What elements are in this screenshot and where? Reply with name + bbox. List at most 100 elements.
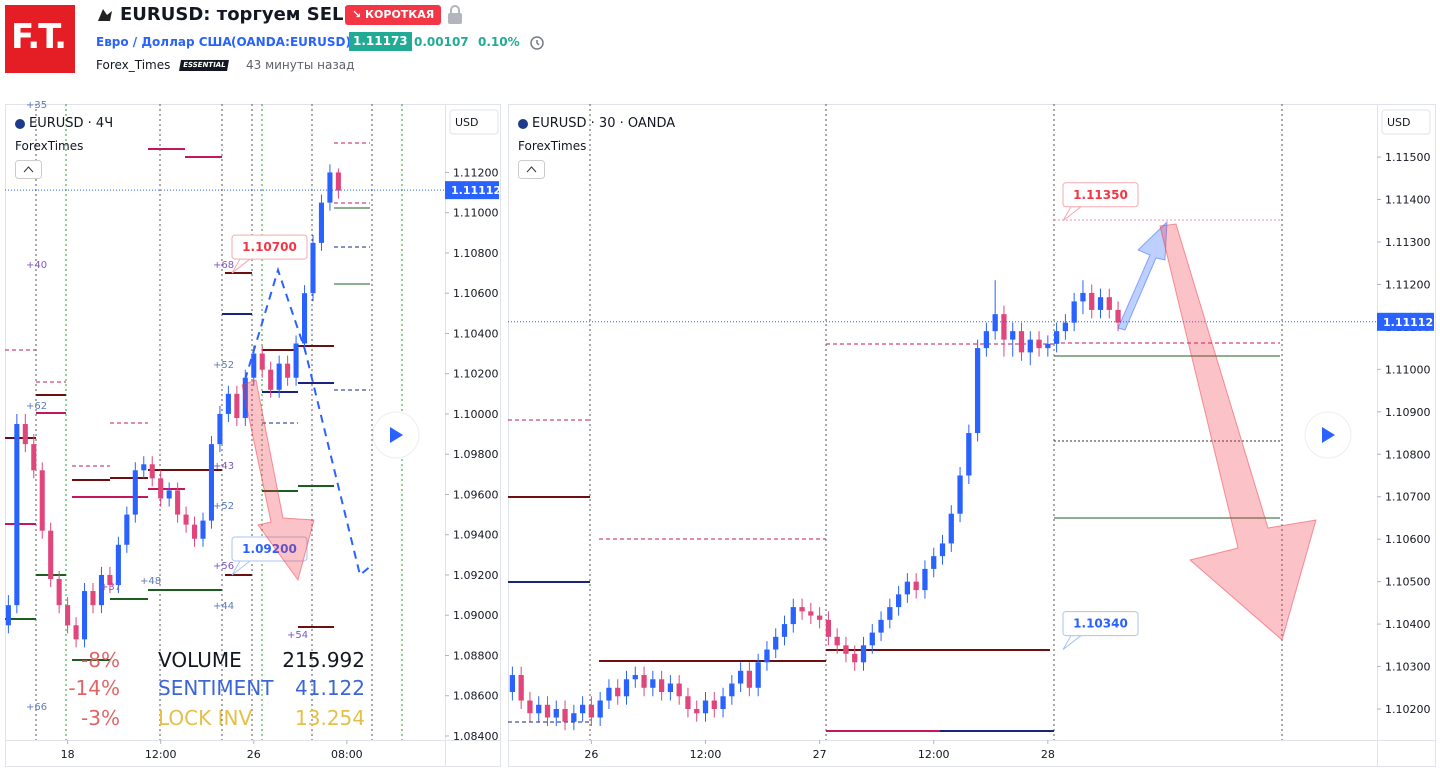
candle-body [843, 645, 849, 654]
annotation-label: 1.10340 [1073, 617, 1128, 631]
idea-icon [98, 9, 112, 21]
candle-body [14, 424, 20, 606]
candle-body [183, 514, 189, 525]
candle-body [808, 611, 814, 616]
y-tick-label: 1.10700 [1385, 491, 1431, 504]
candle-body [1018, 331, 1025, 353]
level-marker: +40 [26, 260, 47, 271]
candle-body [948, 513, 954, 544]
right-dashed-levels [508, 219, 1280, 723]
y-tick-label: 1.11300 [1385, 236, 1431, 249]
annotation-pointer [1062, 206, 1083, 222]
y-tick-label: 1.09000 [453, 609, 499, 622]
candle-body [860, 645, 867, 663]
candle-body [711, 700, 717, 710]
collapse-button[interactable] [15, 160, 42, 179]
candle-body [302, 293, 308, 344]
candle-body [73, 625, 79, 640]
candle-body [966, 433, 972, 476]
stat-pct: -14% [68, 676, 120, 700]
x-tick-label: 26 [247, 748, 261, 761]
candle-body [606, 687, 612, 701]
stat-value: 41.122 [295, 676, 365, 700]
symbol-code[interactable]: (OANDA:EURUSD) [231, 35, 351, 49]
symbol-name[interactable]: Евро / Доллар США [96, 35, 232, 49]
stat-name: LOCK INV [158, 706, 252, 730]
candle-body [1053, 331, 1060, 344]
data-layer: EURUSD · 4Ч ForexTimes USD 1.08400 1.08600 1.… [5, 100, 1434, 761]
currency-label: USD [455, 116, 479, 129]
annotation-box [1062, 611, 1139, 637]
candle-body [799, 607, 805, 612]
level-marker: +48 [140, 576, 161, 587]
y-tick-label: 1.10200 [453, 368, 499, 381]
symbol-icon [518, 119, 528, 129]
candle-body [676, 683, 682, 697]
level-marker: +52 [213, 360, 234, 371]
x-tick-label: 28 [1041, 748, 1055, 761]
candle-body [48, 530, 54, 579]
right-red-arrow [1159, 223, 1317, 641]
author[interactable]: Forex_Times [96, 58, 171, 72]
last-price-label: 1.11112 [1383, 316, 1433, 329]
level-marker: +37 [100, 582, 121, 593]
candle-body [293, 343, 299, 378]
y-tick-label: 1.10800 [1385, 448, 1431, 461]
candle-body [904, 581, 911, 595]
level-marker: +54 [287, 630, 308, 641]
candle-body [816, 615, 823, 620]
candle-body [895, 594, 902, 608]
logo: F.T. [5, 5, 75, 73]
y-tick-label: 1.10600 [453, 287, 499, 300]
candle-body [132, 470, 138, 515]
x-tick-label: 27 [813, 748, 827, 761]
level-marker: +66 [26, 702, 47, 713]
candle-body [825, 619, 832, 637]
play-button[interactable] [372, 411, 420, 459]
right-session-lines [589, 104, 1283, 740]
left-session-lines [35, 104, 403, 740]
annotation-label: 1.09200 [242, 542, 297, 556]
level-marker: +35 [26, 100, 47, 111]
right-blue-arrow [1117, 220, 1168, 331]
y-tick-label: 1.09200 [453, 569, 499, 582]
right-panel [508, 104, 1436, 767]
annotation-label: 1.10700 [242, 240, 297, 254]
candle-body [208, 444, 214, 521]
y-tick-label: 1.10600 [1385, 533, 1431, 546]
candle-body [878, 619, 884, 633]
currency-label: USD [1387, 116, 1411, 129]
play-button[interactable] [1304, 411, 1352, 459]
candle-body [1010, 331, 1016, 340]
candle-body [562, 709, 568, 722]
candle-body [1080, 292, 1086, 302]
stat-value: 13.254 [295, 706, 365, 730]
candle-body [65, 605, 71, 626]
candle-body [242, 377, 248, 418]
level-marker: +43 [213, 461, 234, 472]
candle-body [251, 353, 257, 378]
candle-body [234, 393, 240, 418]
short-badge: ↘ КОРОТКАЯ [345, 5, 442, 25]
candle-body [158, 478, 164, 499]
candle-body [175, 490, 181, 515]
candle-body [518, 675, 524, 701]
candle-body [536, 704, 542, 714]
chart-subtitle: ForexTimes [518, 139, 586, 153]
candle-body [327, 172, 333, 203]
collapse-button[interactable] [518, 160, 545, 179]
candle-body [869, 632, 875, 646]
level-marker: +62 [26, 401, 47, 412]
candle-body [509, 675, 516, 693]
alarm-icon[interactable] [527, 32, 547, 52]
y-tick-label: 1.10400 [1385, 618, 1431, 631]
stat-name: SENTIMENT [158, 676, 274, 700]
y-tick-label: 1.10000 [453, 408, 499, 421]
candle-body [107, 574, 113, 586]
stat-value: 215.992 [282, 648, 365, 672]
right-levels [508, 355, 1280, 732]
candle-body [650, 679, 656, 688]
projection-path [244, 266, 373, 577]
candle-body [1089, 292, 1095, 310]
candle-body [939, 543, 946, 557]
